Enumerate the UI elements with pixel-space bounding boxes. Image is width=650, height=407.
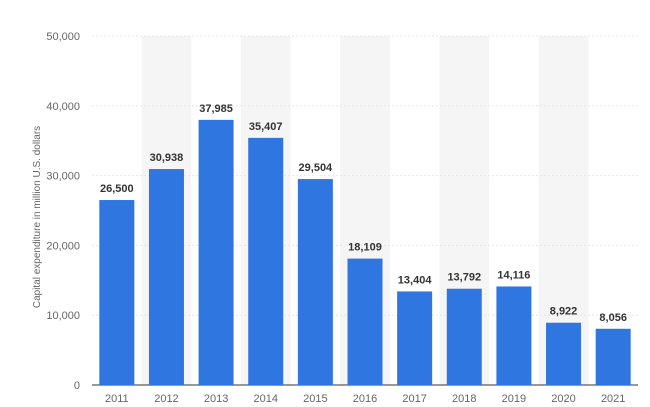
- bar: [248, 137, 284, 385]
- bar: [99, 200, 135, 385]
- y-tick-label: 0: [74, 380, 80, 392]
- data-label: 13,792: [447, 272, 481, 284]
- bar: [347, 258, 383, 385]
- data-label: 14,116: [497, 269, 530, 281]
- data-label: 30,938: [150, 152, 184, 164]
- x-tick-label: 2018: [452, 393, 476, 405]
- bar: [297, 179, 333, 385]
- y-tick-label: 10,000: [46, 310, 80, 322]
- y-tick-label: 30,000: [46, 171, 80, 183]
- x-axis-tick-labels: 2011 2012 2013 2014 2015 2016 2017 2018 2019 2020…: [105, 393, 625, 405]
- bars: [99, 119, 631, 386]
- data-label: 8,056: [599, 312, 627, 324]
- x-tick-label: 2017: [402, 393, 426, 405]
- bar: [198, 119, 234, 386]
- data-label: 37,985: [199, 103, 233, 115]
- bar: [496, 286, 532, 385]
- data-label: 35,407: [249, 121, 283, 133]
- x-tick-label: 2012: [154, 393, 178, 405]
- x-tick-label: 2020: [551, 393, 575, 405]
- data-label: 26,500: [100, 183, 134, 195]
- bar: [397, 291, 433, 385]
- x-tick-label: 2011: [105, 393, 129, 405]
- data-label: 8,922: [550, 306, 578, 318]
- x-tick-label: 2013: [204, 393, 228, 405]
- data-label: 29,504: [299, 162, 334, 174]
- y-tick-label: 20,000: [46, 240, 80, 252]
- data-label: 18,109: [348, 242, 382, 254]
- data-labels: 26,500 30,938 37,985 35,407 29,504 18,109 13,4…: [100, 103, 627, 324]
- bar: [148, 169, 184, 385]
- x-tick-label: 2016: [353, 393, 377, 405]
- data-label: 13,404: [398, 274, 433, 286]
- bar: [595, 328, 631, 385]
- y-tick-label: 40,000: [46, 101, 80, 113]
- x-tick-label: 2014: [253, 393, 277, 405]
- x-tick-label: 2021: [601, 393, 625, 405]
- y-axis-tick-labels: 0 10,000 20,000 30,000 40,000 50,000: [46, 31, 80, 392]
- y-tick-label: 50,000: [46, 31, 80, 43]
- bar: [446, 288, 482, 385]
- x-tick-label: 2019: [502, 393, 526, 405]
- y-axis-title: Capital expenditure in million U.S. doll…: [32, 126, 43, 308]
- x-tick-label: 2015: [303, 393, 327, 405]
- bar: [546, 322, 582, 385]
